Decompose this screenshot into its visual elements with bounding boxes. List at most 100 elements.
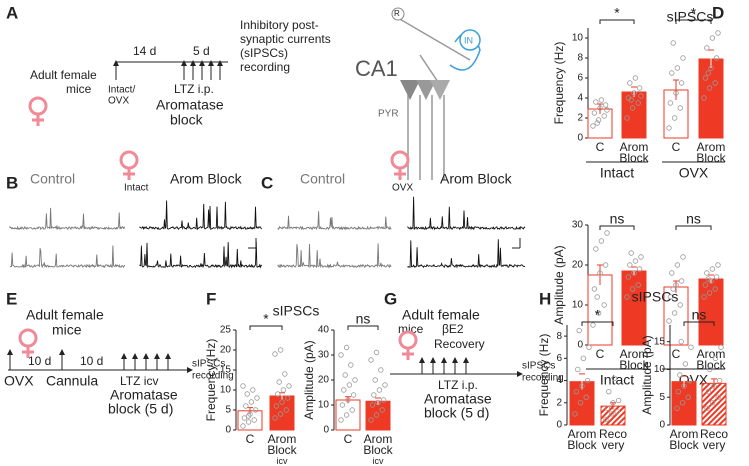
data-point (712, 80, 718, 86)
condition: OVX (392, 183, 413, 194)
data-point (675, 388, 682, 395)
injection: LTZ i.p. (174, 82, 214, 96)
data-point (706, 290, 713, 296)
bar (698, 278, 724, 346)
y-axis-label: Amplitude (pA) (640, 335, 654, 414)
data-point (373, 412, 380, 418)
data-point (715, 262, 721, 268)
start-label: OVX (108, 96, 129, 107)
data-point (591, 110, 598, 116)
start-label: Intact/ (108, 85, 135, 96)
significance-label: * (263, 311, 269, 327)
data-point (712, 286, 718, 292)
data-point (627, 262, 633, 268)
data-point (375, 399, 381, 406)
group-label: Intact (600, 165, 634, 181)
data-point (373, 349, 380, 356)
data-point (670, 40, 676, 46)
y-tick-label: 10 (654, 364, 666, 375)
data-point (712, 355, 719, 362)
panel-label: E (6, 289, 17, 308)
cell-label: IN (464, 35, 473, 45)
data-point (667, 294, 674, 300)
data-point (627, 80, 633, 86)
data-point (677, 372, 683, 378)
data-point (636, 266, 643, 272)
data-point (577, 400, 584, 406)
data-point (241, 415, 248, 421)
data-point (598, 238, 605, 244)
event: LTZ icv (120, 374, 158, 388)
y-axis-label: Amplitude (pA) (302, 340, 316, 419)
data-point (245, 419, 252, 425)
data-point (624, 294, 630, 300)
neuron-diagram (391, 7, 481, 180)
bar (701, 382, 727, 426)
data-point (671, 310, 678, 316)
data-point (686, 377, 693, 384)
data-point (576, 327, 582, 334)
data-point (610, 400, 616, 406)
significance-bracket (683, 321, 715, 326)
trace (277, 243, 392, 269)
data-point (704, 405, 710, 412)
treatment: Aromatase (110, 387, 178, 403)
recording: (sIPSCs) (240, 46, 288, 60)
data-point (715, 30, 721, 36)
data-point (678, 80, 685, 86)
data-point (594, 294, 600, 300)
data-point (615, 397, 622, 404)
y-tick-label: 0 (577, 133, 583, 144)
data-point (368, 357, 374, 363)
data-point (276, 379, 282, 385)
data-point (677, 105, 683, 111)
bar (365, 400, 391, 431)
data-point (597, 105, 603, 111)
data-point (608, 411, 615, 417)
condition: Intact (124, 183, 149, 194)
recording: recording (240, 60, 290, 74)
x-tick-label: C (596, 140, 605, 154)
data-point (628, 250, 634, 256)
data-point (583, 394, 589, 400)
data-point (339, 402, 346, 408)
recording: sIPSCs (192, 359, 225, 370)
data-point (248, 399, 255, 405)
bar (621, 270, 647, 346)
data-point (673, 282, 679, 288)
panel-label: F (206, 289, 216, 308)
trace (407, 239, 525, 269)
data-point (580, 355, 587, 362)
data-point (341, 387, 347, 393)
data-point (707, 366, 713, 373)
interval: 10 d (28, 354, 51, 368)
trace-label: Arom Block (170, 171, 243, 187)
data-point (604, 107, 610, 113)
data-point (701, 294, 707, 300)
data-point (380, 397, 387, 403)
subject: Adult female (26, 307, 104, 323)
x-tick-label: C (344, 432, 353, 446)
data-point (667, 100, 674, 106)
data-point (243, 403, 249, 409)
significance-label: ns (686, 211, 701, 227)
data-point (666, 318, 672, 324)
interval: 14 d (133, 44, 156, 58)
group-label: Intact (600, 372, 634, 388)
data-point (338, 352, 344, 358)
data-point (284, 395, 291, 401)
data-point (669, 70, 675, 76)
interval: 10 d (80, 354, 103, 368)
data-point (709, 35, 716, 41)
data-point (579, 383, 585, 389)
data-point (349, 407, 355, 413)
data-point (286, 383, 292, 389)
y-tick-label: 0 (225, 425, 231, 436)
data-point (680, 55, 686, 61)
y-tick-label: 30 (572, 220, 584, 231)
timeline (7, 349, 193, 373)
scale-bar (248, 238, 521, 249)
data-point (590, 322, 596, 328)
y-tick-label: 0 (556, 420, 562, 431)
timeline (113, 60, 228, 80)
